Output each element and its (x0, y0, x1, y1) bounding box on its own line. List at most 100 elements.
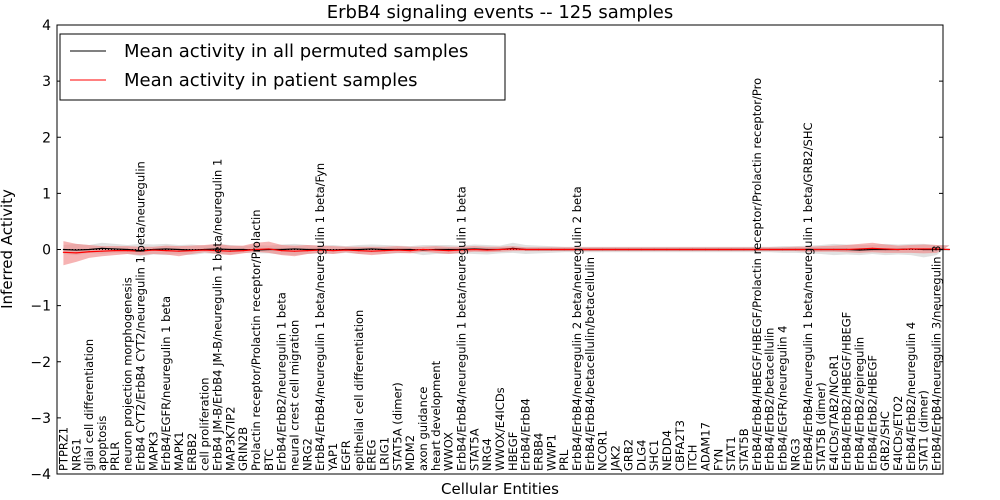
point-series-1-14 (242, 250, 244, 252)
x-axis-label: Cellular Entities (441, 480, 559, 498)
x-tick-label: MAPK1 (172, 431, 186, 471)
y-axis-label: Inferred Activity (0, 189, 16, 309)
point-series-0-18 (293, 248, 296, 250)
x-tick-label: ErbB4/ErbB4/neuregulin 3/neuregulin 3 (930, 245, 944, 471)
point-series-1-48 (679, 248, 681, 251)
x-tick-label: glial cell differentiation (82, 339, 96, 471)
point-series-1-64 (884, 248, 886, 250)
point-series-1-52 (730, 248, 732, 251)
point-series-1-18 (293, 250, 296, 252)
x-tick-label: NEDD4 (660, 430, 674, 471)
x-tick-label: ERBB4 (532, 433, 546, 471)
x-tick-label: ErbB4/ErbB4/neuregulin 1 beta/neuregulin… (313, 163, 327, 471)
point-series-1-30 (448, 250, 450, 252)
point-series-0-1 (75, 249, 77, 251)
x-tick-label: E4ICDs/ETO2 (891, 396, 905, 471)
y-tick-label: −3 (30, 411, 51, 427)
point-series-1-31 (460, 249, 463, 251)
x-tick-label: STAT5B (737, 428, 751, 471)
x-tick-label: neural crest cell migration (288, 320, 302, 471)
x-tick-label: ErbB4/EGFR/neuregulin 4 (775, 326, 789, 471)
point-series-1-67 (923, 248, 925, 250)
point-series-0-63 (871, 248, 873, 251)
x-tick-label: DLG4 (634, 440, 648, 472)
y-tick-label: −1 (30, 299, 51, 315)
y-tick-label: −4 (30, 467, 51, 483)
point-series-1-65 (897, 248, 899, 251)
point-series-0-62 (858, 249, 861, 251)
point-series-1-54 (756, 248, 758, 251)
point-series-0-12 (216, 248, 219, 250)
point-series-1-29 (435, 249, 437, 251)
y-tick-label: 4 (42, 18, 51, 34)
point-series-1-40 (576, 248, 578, 251)
point-series-1-12 (216, 250, 219, 252)
point-series-1-53 (743, 248, 745, 251)
x-tick-label: STAT5A (dimer) (390, 382, 404, 471)
point-series-1-50 (704, 248, 707, 251)
x-tick-label: neuron projection morphogenesis (121, 277, 135, 471)
point-series-1-66 (910, 248, 912, 250)
x-tick-label: E4ICDs/TAB2/NCoR1 (827, 354, 841, 471)
point-series-1-19 (306, 250, 308, 252)
point-series-1-56 (781, 248, 784, 251)
point-series-1-2 (88, 251, 90, 253)
point-series-0-24 (370, 248, 373, 250)
point-series-0-19 (306, 248, 308, 251)
y-tick-label: 3 (42, 74, 51, 90)
x-tick-label: MDM2 (403, 435, 417, 471)
x-tick-label: ErbB4 CYT2/ErbB4 CYT2/neuregulin 1 beta/… (133, 161, 147, 471)
point-series-1-9 (178, 250, 180, 252)
legend-box (59, 33, 506, 101)
y-tick-label: 0 (42, 243, 51, 259)
legend-label-patient: Mean activity in patient samples (124, 70, 418, 91)
x-tick-label: FYN (711, 449, 725, 471)
point-series-1-26 (396, 249, 398, 251)
x-tick-label: STAT5A (467, 428, 481, 471)
x-tick-label: LRIG1 (377, 437, 391, 471)
x-tick-label: GRB2 (621, 439, 635, 471)
point-series-1-22 (345, 249, 347, 251)
x-tick-label: NRG2 (300, 438, 314, 471)
point-series-0-0 (62, 248, 65, 251)
x-tick-label: Prolactin receptor/Prolactin receptor/Pr… (249, 209, 263, 471)
point-series-1-34 (499, 248, 501, 251)
point-series-1-58 (807, 248, 809, 251)
point-series-1-16 (268, 248, 270, 250)
x-tick-label: PTPRZ1 (56, 427, 70, 471)
x-tick-label: ErbB4/ErbB4/betacellulin/betacellulin (583, 257, 597, 471)
point-series-1-60 (833, 248, 835, 251)
point-series-1-27 (409, 250, 411, 252)
chart-title: ErbB4 signaling events -- 125 samples (327, 2, 674, 23)
x-tick-label: ErbB4 JM-B/ErbB4 JM-B/neuregulin 1 beta/… (211, 159, 225, 471)
x-tick-label: PRL (557, 449, 571, 471)
point-series-0-30 (448, 248, 450, 251)
point-series-0-8 (165, 248, 167, 250)
point-series-1-43 (614, 248, 617, 251)
point-series-1-3 (101, 250, 103, 252)
legend-label-permuted: Mean activity in all permuted samples (124, 41, 468, 62)
point-series-1-57 (794, 248, 796, 251)
point-series-1-13 (229, 250, 231, 252)
point-series-1-63 (871, 247, 873, 249)
x-tick-label: ADAM17 (698, 422, 712, 471)
point-series-1-41 (589, 248, 591, 251)
x-tick-label: ErbB4/ErbB2/betacellulin (763, 328, 777, 471)
point-series-1-32 (473, 248, 475, 251)
x-tick-label: WWOX/E4ICDs (493, 387, 507, 471)
x-tick-label: heart development (429, 360, 443, 471)
x-tick-label: GRB2/SHC (878, 411, 892, 471)
line-series-1 (63, 247, 950, 254)
point-series-1-8 (165, 250, 167, 252)
point-series-1-61 (846, 248, 848, 251)
x-tick-label: cell proliferation (198, 377, 212, 471)
x-tick-label: WWP1 (544, 434, 558, 471)
point-series-1-24 (370, 250, 373, 252)
x-tick-label: ErbB4/ErbB4/neuregulin 1 beta/neuregulin… (801, 122, 815, 471)
y-tick-label: 1 (42, 186, 51, 202)
point-series-1-39 (563, 248, 565, 251)
point-series-0-13 (229, 248, 231, 251)
x-tick-label: ErbB4/ErbB2/HBEGF (865, 355, 879, 471)
point-series-0-14 (242, 248, 244, 251)
